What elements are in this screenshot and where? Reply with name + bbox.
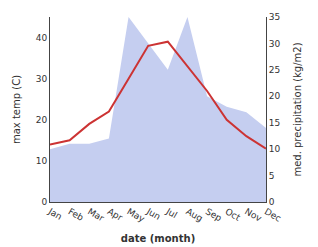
svg-text:0: 0 bbox=[269, 197, 275, 207]
svg-text:Apr: Apr bbox=[106, 206, 125, 223]
svg-text:10: 10 bbox=[269, 144, 281, 154]
svg-text:20: 20 bbox=[36, 115, 48, 125]
svg-text:40: 40 bbox=[36, 33, 48, 43]
svg-text:15: 15 bbox=[269, 118, 280, 128]
svg-text:10: 10 bbox=[36, 156, 48, 166]
svg-text:Jun: Jun bbox=[144, 206, 162, 222]
svg-text:Oct: Oct bbox=[223, 206, 242, 223]
svg-text:max temp (C): max temp (C) bbox=[11, 75, 22, 144]
svg-text:25: 25 bbox=[269, 65, 280, 75]
svg-text:Aug: Aug bbox=[184, 206, 204, 223]
svg-text:Jul: Jul bbox=[164, 206, 179, 221]
svg-text:0: 0 bbox=[41, 197, 47, 207]
svg-text:Jan: Jan bbox=[46, 206, 64, 222]
svg-text:Nov: Nov bbox=[243, 206, 264, 224]
svg-text:Mar: Mar bbox=[86, 206, 106, 223]
svg-text:35: 35 bbox=[269, 12, 280, 22]
svg-text:Sep: Sep bbox=[204, 206, 224, 223]
svg-text:30: 30 bbox=[269, 39, 281, 49]
svg-text:date (month): date (month) bbox=[121, 233, 195, 244]
svg-text:5: 5 bbox=[269, 171, 275, 181]
svg-text:Feb: Feb bbox=[66, 206, 85, 223]
svg-text:Dec: Dec bbox=[263, 206, 283, 223]
svg-text:20: 20 bbox=[269, 91, 281, 101]
svg-text:May: May bbox=[125, 206, 147, 224]
svg-text:30: 30 bbox=[36, 74, 48, 84]
svg-text:med. precipitation (kg/m2): med. precipitation (kg/m2) bbox=[292, 42, 303, 176]
